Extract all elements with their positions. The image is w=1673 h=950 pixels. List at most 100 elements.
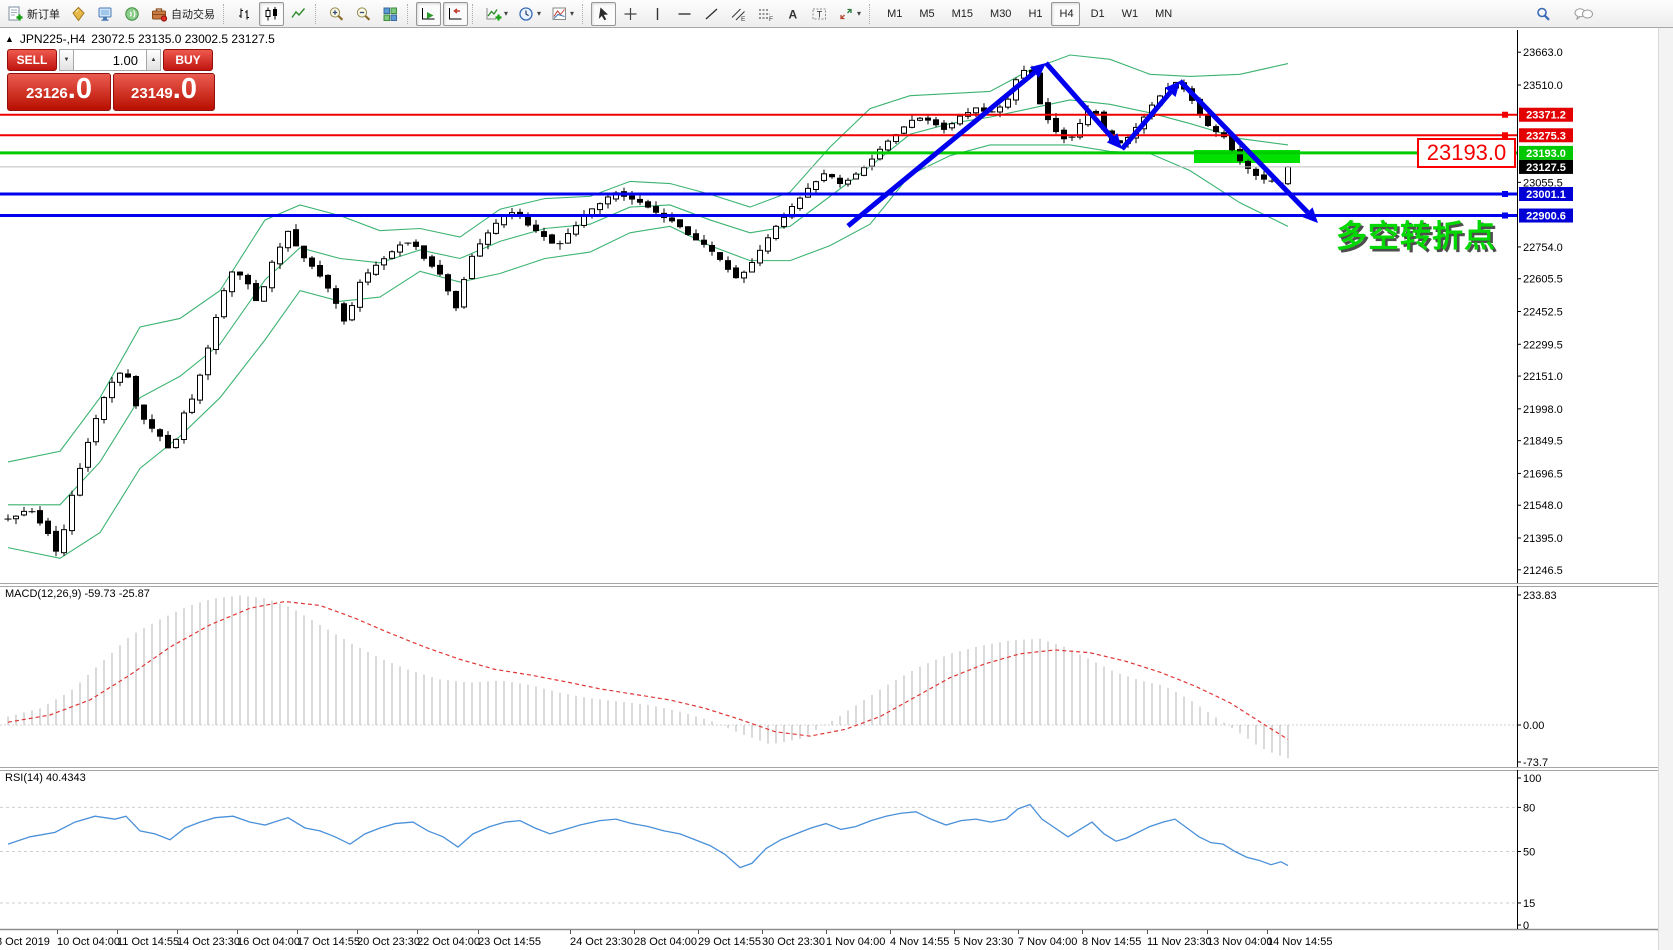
buy-price-frac: .0 <box>172 73 197 105</box>
sell-price-button[interactable]: 23126.0 <box>7 73 111 111</box>
search-button[interactable] <box>1531 2 1561 26</box>
hline-23275.3[interactable] <box>0 132 1517 139</box>
buy-price-button[interactable]: 23149.0 <box>113 73 215 111</box>
svg-text:22299.5: 22299.5 <box>1523 339 1563 351</box>
indicators-button[interactable]: ▾ <box>481 2 512 26</box>
tile-icon <box>382 6 399 22</box>
arrows-button[interactable]: ▾ <box>834 2 865 26</box>
chat-icon <box>1573 6 1595 22</box>
tf-m15-button[interactable]: M15 <box>943 2 979 26</box>
chevron-down-icon: ▾ <box>504 9 509 18</box>
tile-windows-button[interactable] <box>378 2 403 26</box>
text-label-button[interactable]: T <box>807 2 832 26</box>
cursor-button[interactable] <box>591 1 617 26</box>
toolbar-right <box>1530 2 1600 26</box>
text-button[interactable]: A <box>780 2 805 26</box>
trend-arrows[interactable] <box>846 61 1318 228</box>
hline-label-23193.0: 23193.0 <box>1519 145 1573 160</box>
line-chart-button[interactable] <box>286 2 311 26</box>
hline-23371.2[interactable] <box>0 111 1517 118</box>
new-order-button-label: 新订单 <box>27 8 60 21</box>
doc-plus-icon <box>7 6 24 22</box>
seal-button[interactable] <box>66 2 91 26</box>
svg-text:50: 50 <box>1523 847 1535 859</box>
volume-input[interactable] <box>74 49 146 71</box>
tf-h4-button[interactable]: H4 <box>1050 1 1080 26</box>
price-annotation-box[interactable]: 23193.0 <box>1417 138 1516 168</box>
svg-text:16 Oct 04:00: 16 Oct 04:00 <box>237 936 300 948</box>
turning-point-annotation[interactable]: 多空转折点 <box>1336 219 1496 254</box>
svg-text:7 Nov 04:00: 7 Nov 04:00 <box>1018 936 1077 948</box>
svg-text:30 Oct 23:30: 30 Oct 23:30 <box>762 936 825 948</box>
svg-text:21696.5: 21696.5 <box>1523 468 1563 480</box>
trendline-button[interactable] <box>699 2 724 26</box>
bar-chart-button[interactable] <box>232 2 257 26</box>
tf-d1-button[interactable]: D1 <box>1082 2 1111 26</box>
periods-button[interactable]: ▾ <box>514 2 545 26</box>
macd-pane <box>0 595 1517 759</box>
market-watch-button[interactable] <box>93 2 118 26</box>
svg-text:A: A <box>789 7 798 21</box>
hline-22900.6[interactable] <box>0 212 1517 219</box>
svg-text:23 Oct 14:55: 23 Oct 14:55 <box>478 936 541 948</box>
svg-text:21246.5: 21246.5 <box>1523 565 1563 577</box>
volume-stepper: ▼ ▲ <box>59 49 161 71</box>
svg-text:23001.1: 23001.1 <box>1526 189 1566 201</box>
equidistant-channel-button[interactable]: E <box>726 2 751 26</box>
svg-text:20 Oct 23:30: 20 Oct 23:30 <box>357 936 420 948</box>
volume-decrease-button[interactable]: ▼ <box>59 49 74 71</box>
tf-m30-button[interactable]: M30 <box>981 2 1017 26</box>
toolbar: 新订单 自动交易 ▾ ▾ ▾ E F A T ▾ M1 M5 M15 M30 H1 H4 D1 W1 MN <box>0 0 1673 28</box>
one-click-trading-panel: SELL ▼ ▲ BUY 23126.0 23149.0 <box>3 47 217 111</box>
buy-button[interactable]: BUY <box>163 49 213 71</box>
toolbar-items: 新订单 自动交易 ▾ ▾ ▾ E F A T ▾ M1 M5 M15 M30 H1 H4 D1 W1 MN <box>0 0 1179 27</box>
sell-button[interactable]: SELL <box>7 49 57 71</box>
svg-text:22605.5: 22605.5 <box>1523 274 1563 286</box>
ohlc-values: 23072.5 23135.0 23002.5 23127.5 <box>91 32 275 46</box>
svg-text:22452.5: 22452.5 <box>1523 306 1563 318</box>
crosshair-button[interactable] <box>618 2 643 26</box>
chart-shift-button[interactable] <box>443 1 468 26</box>
tf-m1-button[interactable]: M1 <box>878 2 908 26</box>
svg-text:23127.5: 23127.5 <box>1526 162 1566 174</box>
svg-text:T: T <box>817 9 823 19</box>
crosshair-icon <box>622 6 639 22</box>
tf-mn-button[interactable]: MN <box>1146 2 1178 26</box>
svg-text:1 Nov 04:00: 1 Nov 04:00 <box>826 936 885 948</box>
vline-icon <box>649 6 666 22</box>
zoom-out-icon <box>355 6 372 22</box>
candlestick-chart-button[interactable] <box>259 1 284 26</box>
zoom-in-icon <box>328 6 345 22</box>
new-order-button[interactable]: 新订单 <box>3 2 64 26</box>
zoom-in-button[interactable] <box>324 2 349 26</box>
hline-23001.1[interactable] <box>0 190 1517 197</box>
signals-button[interactable] <box>120 2 145 26</box>
fibonacci-button[interactable]: F <box>753 2 778 26</box>
svg-text:17 Oct 14:55: 17 Oct 14:55 <box>297 936 360 948</box>
chat-button[interactable] <box>1569 2 1599 26</box>
toolbar-separator <box>472 3 477 24</box>
svg-text:-73.7: -73.7 <box>1523 757 1548 769</box>
horizontal-line-button[interactable] <box>672 2 697 26</box>
axes <box>0 30 1658 931</box>
auto-scroll-button[interactable] <box>416 1 441 26</box>
svg-text:22 Oct 04:00: 22 Oct 04:00 <box>417 936 480 948</box>
hline-label-23275.3: 23275.3 <box>1519 128 1573 143</box>
tf-h1-button[interactable]: H1 <box>1019 2 1048 26</box>
auto-trading-button[interactable]: 自动交易 <box>147 2 219 26</box>
toolbox-icon <box>151 6 168 22</box>
tf-mn-button-label: MN <box>1155 7 1173 20</box>
templates-button[interactable]: ▾ <box>547 2 578 26</box>
tf-m5-button[interactable]: M5 <box>910 2 940 26</box>
one-click-panel-toggle-icon[interactable]: ▲ <box>5 34 14 44</box>
tf-m1-button-label: M1 <box>887 7 903 20</box>
tf-w1-button[interactable]: W1 <box>1113 2 1145 26</box>
svg-text:23510.0: 23510.0 <box>1523 80 1563 92</box>
vertical-line-button[interactable] <box>645 2 670 26</box>
volume-increase-button[interactable]: ▲ <box>146 49 161 71</box>
auto-scroll-icon <box>420 6 437 22</box>
tf-m30-button-label: M30 <box>990 7 1012 20</box>
zoom-out-button[interactable] <box>351 2 376 26</box>
